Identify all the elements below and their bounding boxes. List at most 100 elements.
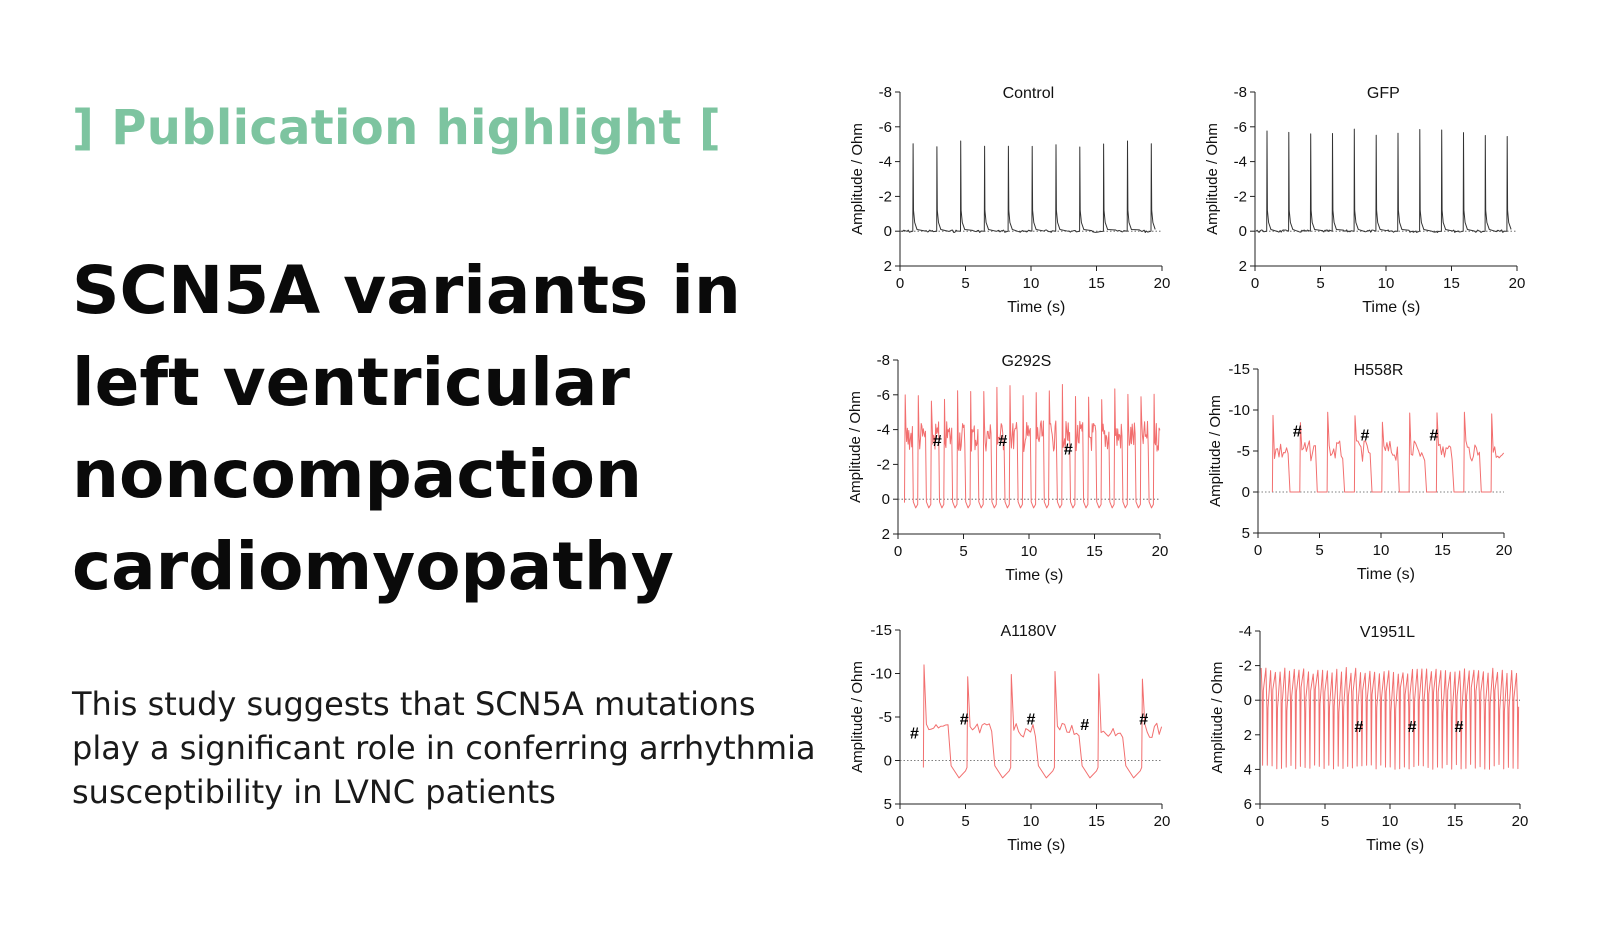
- x-tick-label: 15: [1088, 275, 1105, 292]
- y-tick-label: -2: [877, 456, 890, 473]
- y-tick-label: -2: [879, 188, 892, 205]
- y-tick-label: 0: [882, 491, 890, 508]
- chart-title: V1951L: [1360, 624, 1415, 641]
- page-title: SCN5A variants in left ventricular nonco…: [72, 245, 792, 613]
- title-line: cardiomyopathy: [72, 528, 674, 605]
- x-tick-label: 0: [896, 275, 904, 292]
- x-axis-label: Time (s): [1007, 837, 1065, 854]
- y-tick-label: 0: [1239, 223, 1247, 240]
- y-tick-label: -10: [1228, 402, 1250, 419]
- y-tick-label: 5: [884, 796, 892, 813]
- chart-title: A1180V: [1001, 623, 1057, 640]
- x-tick-label: 15: [1443, 275, 1460, 292]
- summary-line: susceptibility in LVNC patients: [72, 773, 556, 811]
- y-tick-label: 4: [1244, 761, 1252, 778]
- x-tick-label: 0: [1254, 542, 1262, 559]
- eyebrow-label: ] Publication highlight [: [72, 100, 722, 156]
- chart-title: G292S: [1001, 353, 1051, 370]
- x-tick-label: 10: [1023, 813, 1040, 830]
- arrhythmia-marker: #: [1080, 717, 1089, 734]
- y-tick-label: -15: [1228, 361, 1250, 378]
- x-axis-label: Time (s): [1005, 567, 1063, 584]
- trace-line: [1260, 667, 1520, 770]
- x-tick-label: 20: [1154, 813, 1171, 830]
- x-tick-label: 15: [1086, 543, 1103, 560]
- x-tick-label: 0: [1251, 275, 1259, 292]
- y-tick-label: -8: [879, 84, 892, 101]
- arrhythmia-marker: #: [1027, 712, 1036, 729]
- arrhythmia-marker: #: [1361, 428, 1370, 445]
- arrhythmia-marker: #: [998, 433, 1007, 450]
- x-tick-label: 20: [1512, 813, 1529, 830]
- chart-title: Control: [1003, 85, 1055, 102]
- y-tick-label: -4: [879, 154, 892, 171]
- y-axis-label: Amplitude / Ohm: [1204, 123, 1221, 235]
- arrhythmia-marker: #: [1064, 442, 1073, 459]
- x-axis-label: Time (s): [1366, 837, 1424, 854]
- trace-line: [1271, 411, 1505, 493]
- y-tick-label: -4: [877, 422, 890, 439]
- arrhythmia-marker: #: [1408, 719, 1417, 736]
- y-tick-label: 2: [1244, 727, 1252, 744]
- y-tick-label: -8: [1234, 84, 1247, 101]
- y-axis-label: Amplitude / Ohm: [849, 661, 866, 773]
- x-tick-label: 15: [1088, 813, 1105, 830]
- x-tick-label: 10: [1021, 543, 1038, 560]
- x-tick-label: 10: [1378, 275, 1395, 292]
- summary-line: play a significant role in conferring ar…: [72, 729, 816, 767]
- y-tick-label: -6: [877, 387, 890, 404]
- summary-line: This study suggests that SCN5A mutations: [72, 685, 756, 723]
- y-tick-label: -2: [1239, 658, 1252, 675]
- arrhythmia-marker: #: [933, 433, 942, 450]
- x-tick-label: 0: [1256, 813, 1264, 830]
- x-tick-label: 5: [961, 813, 969, 830]
- x-tick-label: 0: [894, 543, 902, 560]
- chart-title: H558R: [1354, 362, 1404, 379]
- arrhythmia-marker: #: [1354, 719, 1363, 736]
- x-tick-label: 5: [1315, 542, 1323, 559]
- y-tick-label: -15: [870, 622, 892, 639]
- x-tick-label: 10: [1373, 542, 1390, 559]
- y-axis-label: Amplitude / Ohm: [847, 391, 864, 503]
- y-tick-label: -4: [1234, 154, 1247, 171]
- arrhythmia-marker: #: [910, 726, 919, 743]
- title-line: SCN5A variants in: [72, 252, 741, 329]
- x-tick-label: 10: [1382, 813, 1399, 830]
- y-tick-label: 2: [1239, 258, 1247, 275]
- y-tick-label: -10: [870, 666, 892, 683]
- arrhythmia-marker: #: [1139, 712, 1148, 729]
- trace-line: [904, 383, 1161, 509]
- x-tick-label: 15: [1447, 813, 1464, 830]
- trace-line: [901, 140, 1156, 233]
- y-tick-label: -5: [1237, 443, 1250, 460]
- x-tick-label: 20: [1496, 542, 1513, 559]
- y-tick-label: 2: [884, 258, 892, 275]
- x-axis-label: Time (s): [1357, 566, 1415, 583]
- title-line: left ventricular: [72, 344, 630, 421]
- title-line: noncompaction: [72, 436, 642, 513]
- y-tick-label: -8: [877, 352, 890, 369]
- y-tick-label: -5: [879, 709, 892, 726]
- arrhythmia-marker: #: [1429, 428, 1438, 445]
- arrhythmia-marker: #: [960, 712, 969, 729]
- y-tick-label: -2: [1234, 188, 1247, 205]
- y-tick-label: -6: [879, 119, 892, 136]
- y-tick-label: 6: [1244, 796, 1252, 813]
- x-tick-label: 10: [1023, 275, 1040, 292]
- trace-line: [1255, 128, 1512, 233]
- y-tick-label: 0: [1244, 692, 1252, 709]
- x-tick-label: 5: [1316, 275, 1324, 292]
- x-tick-label: 5: [1321, 813, 1329, 830]
- x-tick-label: 20: [1154, 275, 1171, 292]
- y-tick-label: 2: [882, 526, 890, 543]
- x-axis-label: Time (s): [1007, 299, 1065, 316]
- y-axis-label: Amplitude / Ohm: [1209, 662, 1226, 774]
- arrhythmia-marker: #: [1293, 424, 1302, 441]
- summary-text: This study suggests that SCN5A mutations…: [72, 682, 832, 814]
